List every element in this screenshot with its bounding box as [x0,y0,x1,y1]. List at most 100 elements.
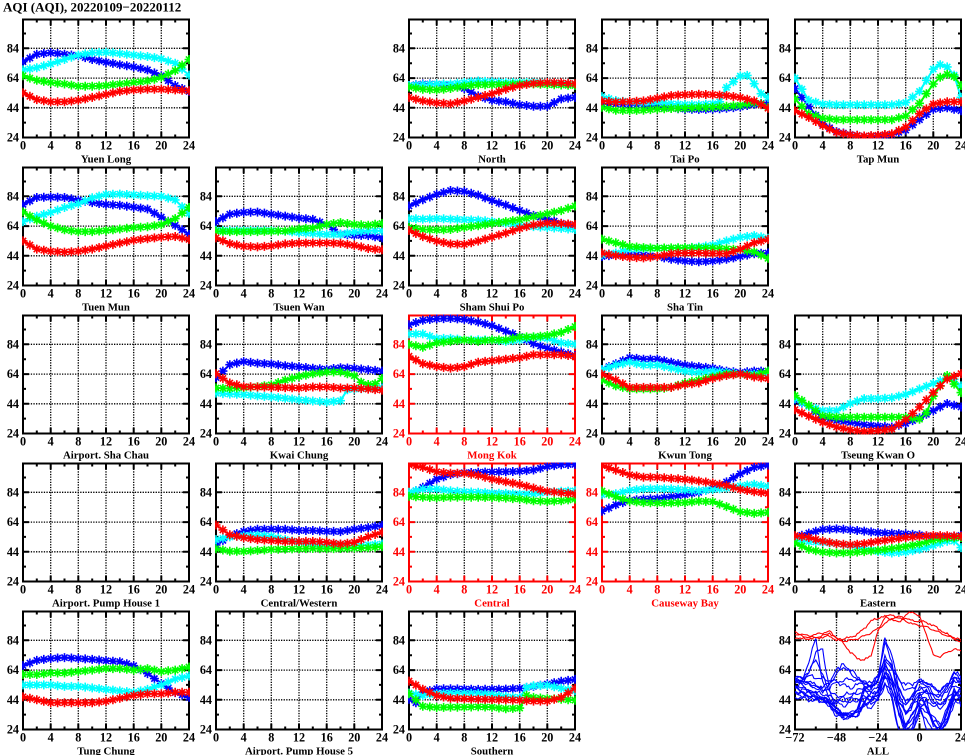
svg-text:20: 20 [155,435,167,449]
svg-text:20: 20 [927,139,939,153]
svg-text:0: 0 [406,435,412,449]
svg-text:ALL: ALL [867,746,889,755]
svg-text:8: 8 [461,139,467,153]
svg-text:4: 4 [820,139,826,153]
svg-text:4: 4 [241,583,247,597]
svg-text:0: 0 [792,435,798,449]
svg-text:20: 20 [927,583,939,597]
svg-text:4: 4 [820,435,826,449]
svg-text:64: 64 [200,219,212,233]
svg-text:20: 20 [541,139,553,153]
svg-text:44: 44 [393,693,405,707]
svg-text:0: 0 [20,731,26,745]
svg-text:20: 20 [541,435,553,449]
svg-text:44: 44 [7,693,19,707]
svg-text:Eastern: Eastern [860,598,896,610]
svg-text:0: 0 [599,435,605,449]
svg-text:84: 84 [7,485,19,499]
svg-text:84: 84 [586,41,598,55]
svg-text:Tai Po: Tai Po [670,154,699,166]
svg-text:24: 24 [586,575,598,589]
svg-text:16: 16 [900,139,912,153]
svg-text:64: 64 [586,219,598,233]
svg-text:16: 16 [514,435,526,449]
svg-text:64: 64 [779,71,791,85]
svg-text:Yuen Long: Yuen Long [81,154,132,166]
svg-text:0: 0 [406,583,412,597]
svg-text:Tung Chung: Tung Chung [77,746,135,755]
svg-text:8: 8 [654,139,660,153]
svg-text:44: 44 [7,101,19,115]
svg-text:Mong Kok: Mong Kok [467,450,517,462]
svg-text:16: 16 [321,435,333,449]
svg-text:64: 64 [200,367,212,381]
svg-text:20: 20 [734,287,746,301]
svg-text:8: 8 [847,139,853,153]
svg-text:12: 12 [872,583,884,597]
svg-text:24: 24 [393,279,405,293]
svg-text:84: 84 [7,189,19,203]
svg-text:Tsuen Wan: Tsuen Wan [273,302,324,314]
svg-text:8: 8 [461,583,467,597]
svg-text:44: 44 [200,397,212,411]
svg-text:24: 24 [183,139,195,153]
svg-text:12: 12 [486,731,498,745]
svg-text:4: 4 [434,287,440,301]
svg-text:20: 20 [348,731,360,745]
svg-text:44: 44 [200,249,212,263]
svg-text:16: 16 [128,139,140,153]
svg-text:84: 84 [200,189,212,203]
svg-text:44: 44 [7,249,19,263]
svg-text:84: 84 [779,633,791,647]
svg-text:44: 44 [7,397,19,411]
svg-text:16: 16 [707,287,719,301]
svg-text:84: 84 [393,485,405,499]
svg-text:North: North [478,154,506,166]
svg-text:64: 64 [586,71,598,85]
svg-text:0: 0 [20,583,26,597]
svg-text:4: 4 [48,139,54,153]
svg-text:16: 16 [321,583,333,597]
svg-text:4: 4 [434,435,440,449]
svg-text:24: 24 [393,131,405,145]
svg-text:20: 20 [734,435,746,449]
svg-text:64: 64 [7,219,19,233]
svg-text:44: 44 [779,397,791,411]
svg-text:4: 4 [627,583,633,597]
svg-text:64: 64 [393,515,405,529]
svg-text:4: 4 [434,583,440,597]
svg-text:8: 8 [461,287,467,301]
svg-text:12: 12 [100,583,112,597]
svg-text:8: 8 [847,435,853,449]
svg-text:0: 0 [213,583,219,597]
svg-text:0: 0 [20,435,26,449]
svg-text:24: 24 [7,575,19,589]
svg-text:64: 64 [779,515,791,529]
svg-text:24: 24 [762,583,774,597]
svg-text:0: 0 [792,583,798,597]
svg-text:0: 0 [599,287,605,301]
svg-text:24: 24 [183,435,195,449]
svg-text:4: 4 [627,139,633,153]
svg-text:24: 24 [7,131,19,145]
svg-text:24: 24 [376,583,388,597]
svg-text:0: 0 [792,139,798,153]
svg-text:44: 44 [393,545,405,559]
svg-text:84: 84 [779,41,791,55]
svg-text:12: 12 [872,139,884,153]
svg-text:0: 0 [20,139,26,153]
svg-text:64: 64 [200,663,212,677]
svg-text:16: 16 [707,583,719,597]
svg-text:0: 0 [916,731,922,745]
svg-text:12: 12 [872,435,884,449]
svg-text:64: 64 [779,367,791,381]
svg-text:84: 84 [7,337,19,351]
svg-text:−48: −48 [827,731,846,745]
svg-text:16: 16 [900,435,912,449]
svg-text:0: 0 [406,731,412,745]
svg-text:24: 24 [569,583,581,597]
svg-text:16: 16 [321,287,333,301]
svg-text:12: 12 [100,731,112,745]
svg-text:Sham Shui Po: Sham Shui Po [460,302,525,314]
svg-text:84: 84 [7,41,19,55]
